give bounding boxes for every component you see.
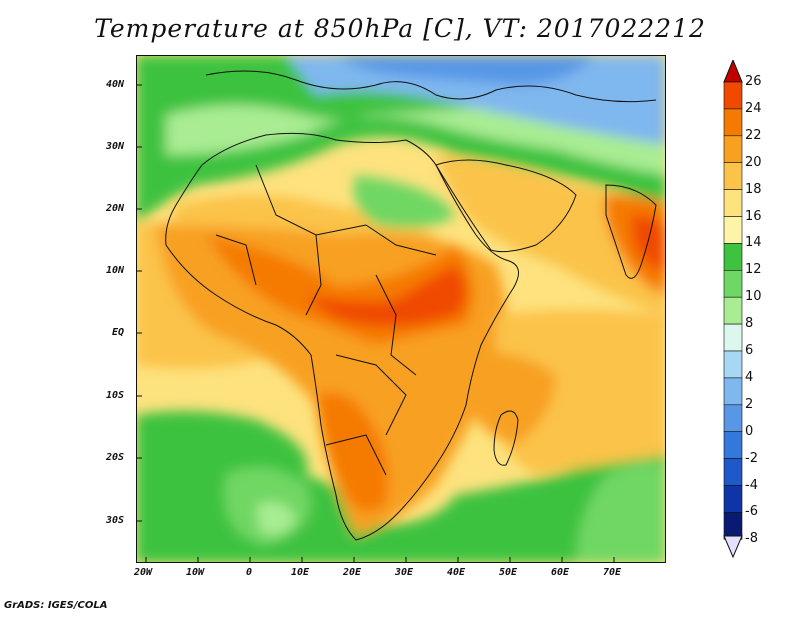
colorbar-label: 6 — [745, 343, 754, 358]
field-tropic-hot — [306, 265, 466, 327]
lat-label-40n: 40N — [106, 79, 125, 90]
colorbar-cell — [723, 458, 743, 486]
colorbar-label: -2 — [745, 450, 758, 466]
field-north-blue — [286, 55, 666, 145]
colorbar-label: -8 — [745, 531, 758, 547]
lon-label-30e: 30E — [395, 567, 414, 578]
lon-label-20e: 20E — [343, 567, 362, 578]
colorbar-cell — [723, 216, 743, 244]
colorbar-label: -4 — [745, 477, 758, 493]
field-madagascar-orange — [466, 352, 556, 445]
colorbar-label: 26 — [745, 74, 762, 89]
temperature-map — [136, 55, 666, 563]
map-frame — [136, 55, 666, 563]
lon-label-60e: 60E — [551, 567, 570, 578]
colorbar-cell — [723, 135, 743, 164]
lat-label-20s: 20S — [106, 452, 125, 463]
border-4 — [375, 274, 417, 376]
lat-label-20n: 20N — [106, 203, 125, 214]
colorbar-label: 4 — [745, 369, 754, 385]
map-title: Temperature at 850hPa [C], VT: 201702221… — [94, 14, 706, 43]
india-coastline — [605, 184, 657, 279]
colorbar-label: 14 — [745, 235, 762, 251]
lon-label-20w: 20W — [134, 567, 153, 578]
colorbar-cell — [723, 350, 743, 379]
colorbar-cell — [723, 485, 743, 513]
field-indian-ocean — [496, 310, 666, 475]
border-6 — [325, 434, 387, 476]
colorbar-label: 16 — [745, 208, 762, 224]
colorbar-label: 10 — [745, 289, 762, 305]
grads-credit: GrADS: IGES/COLA — [4, 600, 108, 611]
field-india-hot — [631, 215, 666, 275]
lat-label-eq: EQ — [112, 327, 125, 338]
colorbar-label: 22 — [745, 127, 762, 143]
field-sahara-green — [353, 175, 456, 229]
border-5 — [335, 354, 407, 436]
colorbar — [723, 60, 743, 558]
colorbar-cell — [723, 270, 743, 298]
border-1 — [255, 164, 367, 236]
colorbar-top-arrow — [723, 60, 743, 83]
field-arabia — [436, 155, 666, 315]
lon-label-10e: 10E — [291, 567, 310, 578]
lon-label-0: 0 — [246, 567, 253, 578]
colorbar-cell — [723, 431, 743, 459]
arabia-coastline — [435, 159, 577, 253]
lon-label-10w: 10W — [186, 567, 205, 578]
coastlines — [165, 70, 657, 541]
colorbar-label: 8 — [745, 316, 754, 332]
field-south-east-green — [576, 461, 666, 563]
colorbar-label: 18 — [745, 181, 762, 197]
colorbar-label: 20 — [745, 154, 762, 170]
lon-label-70e: 70E — [603, 567, 622, 578]
lat-label-10s: 10S — [106, 390, 125, 401]
lat-label-10n: 10N — [106, 265, 125, 276]
colorbar-label: 12 — [745, 262, 762, 278]
border-3 — [305, 234, 322, 316]
colorbar-cell — [723, 189, 743, 217]
colorbar-cell — [723, 377, 743, 406]
border-7 — [215, 234, 257, 286]
colorbar-label: 0 — [745, 423, 754, 439]
colorbar-cell — [723, 81, 743, 110]
colorbar-label: 2 — [745, 396, 754, 412]
colorbar-cell — [723, 243, 743, 271]
lon-label-40e: 40E — [447, 567, 466, 578]
colorbar-bottom-arrow — [723, 535, 743, 558]
colorbar-cell — [723, 162, 743, 190]
colorbar-cell — [723, 296, 743, 325]
lat-label-30n: 30N — [106, 141, 125, 152]
lon-label-50e: 50E — [499, 567, 518, 578]
colorbar-cell — [723, 512, 743, 540]
colorbar-cell — [723, 323, 743, 352]
africa-coastline — [165, 132, 519, 541]
colorbar-label: 24 — [745, 100, 762, 116]
colorbar-cell — [723, 108, 743, 137]
madagascar-coastline — [493, 410, 519, 466]
border-2 — [365, 224, 437, 256]
colorbar-cell — [723, 404, 743, 432]
field-north-darkblue — [336, 55, 596, 85]
colorbar-label: -6 — [745, 504, 758, 520]
lat-label-30s: 30S — [106, 515, 125, 526]
field-south-cyan — [256, 502, 296, 535]
field-southern-africa — [316, 392, 389, 512]
mediterranean-north — [205, 70, 657, 103]
